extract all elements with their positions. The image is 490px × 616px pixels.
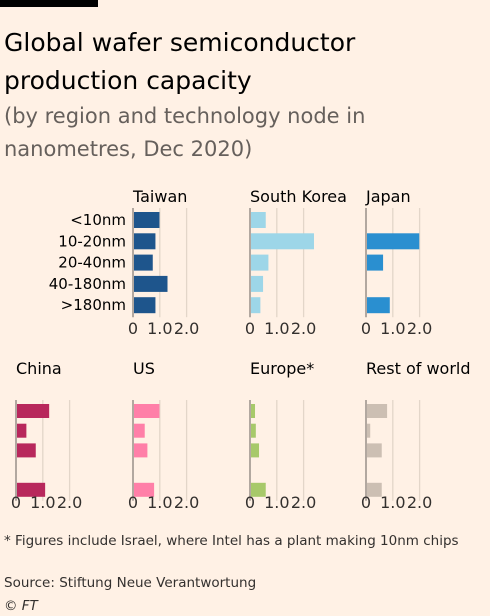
bar-us-4: [134, 482, 155, 497]
category-label-1: 10-20nm: [58, 232, 126, 250]
bar-china-2: [17, 443, 36, 458]
tick-label-south-korea-1: 1.0: [264, 319, 289, 338]
panel-title-japan: Japan: [365, 187, 411, 206]
tick-label-south-korea-0: 0: [245, 319, 255, 338]
tick-label-us-0: 0: [128, 493, 138, 512]
bar-taiwan-2: [134, 254, 153, 271]
chart-title: Global wafer semiconductor production ca…: [4, 28, 356, 95]
panel-title-china: China: [16, 359, 62, 378]
bar-europe-1: [251, 423, 256, 438]
category-label-3: 40-180nm: [49, 275, 126, 293]
footnote: * Figures include Israel, where Intel ha…: [4, 533, 459, 549]
tick-label-china-2: 2.0: [57, 493, 82, 512]
bar-china-0: [17, 404, 50, 418]
source-note: Source: Stiftung Neue Verantwortung: [4, 575, 257, 591]
bar-europe-0: [251, 404, 256, 418]
category-label-0: <10nm: [70, 211, 126, 229]
tick-label-europe-1: 1.0: [264, 493, 289, 512]
tick-label-europe-2: 2.0: [291, 493, 316, 512]
tick-label-us-2: 2.0: [174, 493, 199, 512]
bar-taiwan-3: [134, 275, 168, 292]
chart-subtitle: (by region and technology node in nanome…: [4, 104, 366, 161]
bar-south-korea-0: [251, 212, 266, 228]
bar-south-korea-1: [251, 233, 314, 250]
bar-europe-2: [251, 443, 260, 458]
bar-japan-2: [367, 254, 384, 271]
tick-label-rest-of-world-1: 1.0: [380, 493, 405, 512]
bar-us-2: [134, 443, 148, 458]
bar-europe-4: [251, 482, 266, 497]
category-label-4: >180nm: [61, 296, 126, 314]
tick-label-us-1: 1.0: [147, 493, 172, 512]
bar-china-4: [17, 482, 46, 497]
bar-rest-of-world-0: [367, 404, 388, 418]
ft-top-bar: [0, 0, 98, 7]
panel-title-us: US: [133, 359, 155, 378]
bar-rest-of-world-4: [367, 482, 382, 497]
bar-taiwan-4: [134, 297, 156, 314]
bar-south-korea-3: [251, 275, 264, 292]
tick-label-south-korea-2: 2.0: [291, 319, 316, 338]
panel-title-taiwan: Taiwan: [132, 187, 187, 206]
tick-label-japan-2: 2.0: [407, 319, 432, 338]
tick-label-rest-of-world-0: 0: [361, 493, 371, 512]
bar-taiwan-0: [134, 212, 160, 228]
bar-japan-4: [367, 297, 390, 314]
panel-title-europe: Europe*: [250, 359, 314, 378]
tick-label-japan-1: 1.0: [380, 319, 405, 338]
tick-label-japan-0: 0: [361, 319, 371, 338]
bar-us-0: [134, 404, 160, 418]
tick-label-china-0: 0: [11, 493, 21, 512]
tick-label-rest-of-world-2: 2.0: [407, 493, 432, 512]
bar-japan-1: [367, 233, 420, 250]
bar-south-korea-4: [251, 297, 261, 314]
bar-rest-of-world-2: [367, 443, 382, 458]
tick-label-taiwan-1: 1.0: [147, 319, 172, 338]
bar-south-korea-2: [251, 254, 269, 271]
tick-label-europe-0: 0: [245, 493, 255, 512]
bar-taiwan-1: [134, 233, 156, 250]
panel-title-rest-of-world: Rest of world: [366, 359, 471, 378]
tick-label-china-1: 1.0: [30, 493, 55, 512]
ft-credit: © FT: [4, 598, 38, 614]
bar-us-1: [134, 423, 145, 438]
bar-china-1: [17, 423, 27, 438]
tick-label-taiwan-2: 2.0: [174, 319, 199, 338]
tick-label-taiwan-0: 0: [128, 319, 138, 338]
bar-rest-of-world-1: [367, 423, 371, 438]
category-label-2: 20-40nm: [58, 254, 126, 272]
panel-title-south-korea: South Korea: [250, 187, 347, 206]
